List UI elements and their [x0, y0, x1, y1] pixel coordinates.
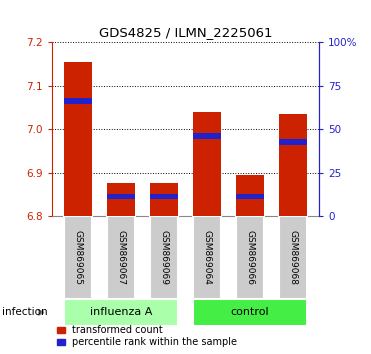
Bar: [279, 114, 307, 216]
Text: GSM869069: GSM869069: [160, 230, 168, 285]
Text: infection: infection: [2, 307, 47, 318]
Bar: [107, 216, 135, 299]
Bar: [64, 98, 92, 104]
Text: GSM869068: GSM869068: [289, 230, 298, 285]
Bar: [279, 216, 307, 299]
Text: control: control: [231, 307, 269, 318]
Text: GSM869064: GSM869064: [203, 230, 211, 285]
Text: GSM869066: GSM869066: [246, 230, 255, 285]
Bar: [150, 183, 178, 216]
Bar: [64, 216, 92, 299]
Bar: [193, 216, 221, 299]
Bar: [64, 62, 92, 216]
Bar: [150, 194, 178, 199]
Bar: [236, 175, 264, 216]
Bar: [193, 299, 307, 326]
Bar: [107, 183, 135, 216]
Legend: transformed count, percentile rank within the sample: transformed count, percentile rank withi…: [57, 325, 237, 347]
Text: GSM869067: GSM869067: [116, 230, 125, 285]
Bar: [193, 112, 221, 216]
Bar: [64, 299, 178, 326]
Bar: [236, 194, 264, 199]
Bar: [107, 194, 135, 199]
Text: influenza A: influenza A: [90, 307, 152, 318]
Bar: [279, 139, 307, 145]
Title: GDS4825 / ILMN_2225061: GDS4825 / ILMN_2225061: [99, 25, 272, 39]
Bar: [193, 133, 221, 138]
Bar: [150, 216, 178, 299]
Bar: [236, 216, 264, 299]
Text: GSM869065: GSM869065: [73, 230, 82, 285]
